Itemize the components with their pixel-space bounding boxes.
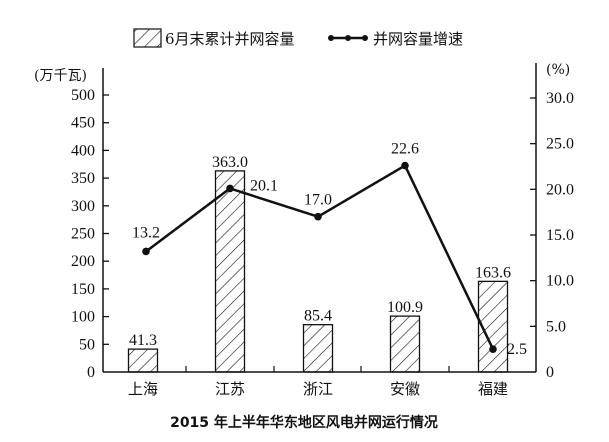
line-value-label: 13.2: [132, 224, 160, 241]
bar-value-label: 100.9: [387, 299, 423, 316]
bar-value-label: 163.6: [475, 264, 511, 281]
line-point: [401, 161, 409, 170]
left-tick-label: 50: [79, 336, 95, 353]
bar-value-label: 41.3: [129, 332, 157, 349]
line-value-label: 2.5: [507, 341, 527, 358]
right-tick-label: 15.0: [546, 227, 574, 244]
left-tick-label: 300: [71, 198, 95, 215]
left-tick-label: 500: [71, 87, 95, 104]
bar: [302, 324, 334, 373]
left-axis-unit: (万千瓦): [34, 68, 87, 84]
category-label: 上海: [128, 380, 158, 398]
category-label: 江苏: [215, 380, 245, 398]
legend-line-swatch: [328, 35, 368, 41]
bar-value-label: 363.0: [212, 154, 248, 171]
legend-bar-swatch: [133, 28, 162, 48]
bar-value-label: 85.4: [304, 308, 332, 325]
bar: [214, 170, 246, 373]
right-axis-ticks: 0 5.0 10.0 15.0 20.0 25.0 30.0: [530, 90, 574, 381]
chart-title: 2015 年上半年华东地区风电并网运行情况: [170, 414, 438, 431]
left-tick-label: 200: [71, 253, 95, 270]
x-axis-ticks: [185, 366, 450, 372]
left-tick-label: 350: [71, 170, 95, 187]
right-tick-label: 20.0: [546, 181, 574, 198]
left-tick-label: 150: [71, 281, 95, 298]
line-value-label: 20.1: [250, 177, 278, 194]
line-point: [489, 345, 497, 353]
bar-series: 41.3 363.0 85.4 100.9 163.6: [127, 154, 511, 373]
right-axis-unit: (%): [546, 62, 570, 78]
line-point: [226, 184, 234, 193]
left-tick-label: 0: [87, 364, 95, 381]
line-point: [314, 212, 322, 221]
left-tick-label: 250: [71, 226, 95, 243]
left-axis-ticks: 0 50 100 150 200 250 300 350 400 450 500: [71, 87, 109, 381]
bar: [389, 315, 421, 373]
line-series: 13.2 20.1 17.0 22.6 2.5: [132, 141, 527, 359]
right-tick-label: 30.0: [546, 90, 574, 107]
line-value-label: 22.6: [391, 141, 419, 158]
category-label: 浙江: [303, 380, 333, 398]
right-tick-label: 25.0: [546, 136, 574, 153]
legend-bar-label: 6月末累计并网容量: [165, 30, 295, 48]
bar: [127, 348, 159, 373]
right-tick-label: 10.0: [546, 273, 574, 290]
line-point: [142, 247, 150, 256]
left-tick-label: 100: [71, 309, 95, 326]
left-tick-label: 450: [71, 115, 95, 132]
legend: 6月末累计并网容量 并网容量增速: [133, 28, 463, 48]
category-labels: 上海 江苏 浙江 安徽 福建: [128, 380, 508, 398]
line-value-label: 17.0: [304, 192, 332, 209]
legend-line-label: 并网容量增速: [373, 30, 463, 48]
right-tick-label: 5.0: [546, 318, 566, 335]
category-label: 安徽: [390, 380, 420, 398]
left-tick-label: 400: [71, 142, 95, 159]
category-label: 福建: [478, 380, 508, 398]
right-tick-label: 0: [546, 364, 554, 381]
